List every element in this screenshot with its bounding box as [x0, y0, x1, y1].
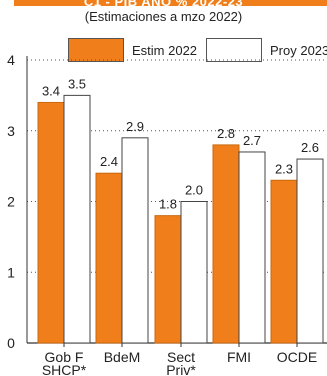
bar-proy	[121, 137, 149, 344]
data-label: 1.8	[159, 197, 177, 212]
x-tick-label: OCDE	[277, 349, 317, 365]
data-label: 2.8	[217, 126, 235, 141]
y-tick-label: 1	[7, 264, 15, 280]
legend-swatch-estim	[68, 38, 124, 62]
data-label: 3.4	[42, 83, 60, 98]
y-tick-label: 4	[7, 52, 15, 68]
bar-estim	[212, 144, 240, 344]
data-label: 3.5	[68, 76, 86, 91]
bar-estim	[154, 215, 182, 344]
bar-estim	[95, 172, 123, 344]
y-tick-label: 3	[7, 123, 15, 139]
x-tick-label: Gob F SHCP*	[42, 349, 87, 376]
y-tick-label: 0	[7, 335, 15, 351]
bar-proy	[296, 158, 324, 344]
bar-estim	[37, 101, 65, 344]
legend-swatch-proy	[206, 38, 262, 62]
data-label: 2.0	[185, 183, 203, 198]
data-label: 2.7	[243, 133, 261, 148]
x-tick-label: BdeM	[104, 349, 141, 365]
chart-title: C1 - PIB AÑO % 2022-23	[83, 0, 244, 9]
bar-proy	[180, 201, 208, 344]
legend-label-proy: Proy 2023	[270, 42, 327, 58]
y-tick-label: 2	[7, 194, 15, 210]
bar-proy	[63, 94, 91, 344]
bar-proy	[238, 151, 266, 344]
title-bar	[14, 0, 327, 6]
data-label: 2.6	[301, 140, 319, 155]
x-tick-label: Sect Priv*	[166, 349, 196, 376]
legend-item-proy: Proy 2023	[206, 37, 327, 63]
chart-subtitle: (Estimaciones a mzo 2022)	[84, 9, 243, 24]
x-tick-label: FMI	[227, 349, 251, 365]
legend-item-estim: Estim 2022	[68, 37, 197, 63]
data-label: 2.9	[126, 119, 144, 134]
data-label: 2.4	[100, 154, 118, 169]
data-label: 2.3	[275, 161, 293, 176]
bar-estim	[270, 179, 298, 344]
legend-label-estim: Estim 2022	[132, 42, 198, 58]
